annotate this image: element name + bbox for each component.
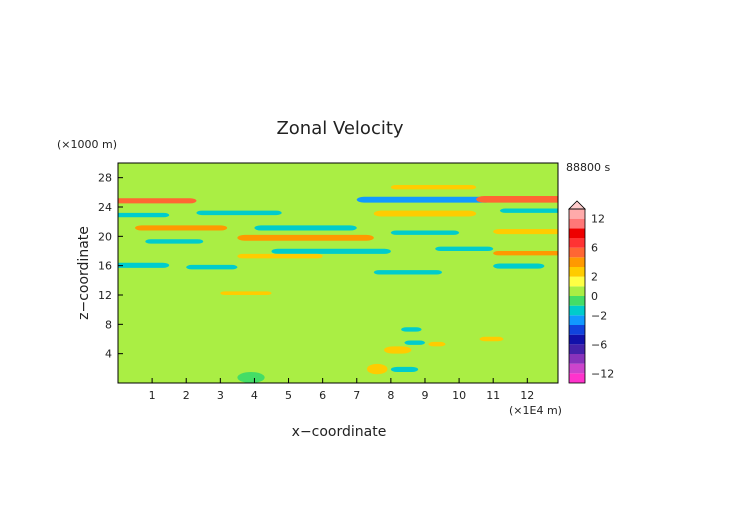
velocity-band xyxy=(479,336,504,342)
colorbar-swatch xyxy=(569,344,585,354)
colorbar-swatch xyxy=(569,257,585,267)
x-tick-label: 10 xyxy=(452,389,466,402)
velocity-band xyxy=(390,230,460,235)
velocity-band xyxy=(493,229,558,235)
x-unit-label: (×1E4 m) xyxy=(509,404,562,417)
velocity-band xyxy=(428,341,446,347)
velocity-band xyxy=(271,248,391,254)
y-tick-label: 28 xyxy=(98,172,112,185)
x-tick-label: 9 xyxy=(421,389,428,402)
x-tick-label: 3 xyxy=(217,389,224,402)
colorbar-label: 12 xyxy=(591,213,605,226)
y-tick-label: 20 xyxy=(98,230,112,243)
velocity-band xyxy=(237,372,265,383)
x-tick-label: 2 xyxy=(183,389,190,402)
x-tick-label: 4 xyxy=(251,389,258,402)
plot-area xyxy=(118,163,558,383)
velocity-band xyxy=(196,210,282,216)
colorbar: 12 6 2 0 −2 −6 −12 xyxy=(568,200,614,384)
velocity-band xyxy=(500,208,558,213)
velocity-band xyxy=(237,234,374,241)
velocity-band xyxy=(493,251,558,256)
colorbar-swatch xyxy=(569,325,585,335)
velocity-band xyxy=(476,196,558,203)
x-tick-label: 7 xyxy=(353,389,360,402)
colorbar-swatch xyxy=(569,354,585,364)
chart-title: Zonal Velocity xyxy=(276,118,403,139)
y-unit-label: (×1000 m) xyxy=(57,138,117,151)
colorbar-swatch xyxy=(569,363,585,374)
y-tick-label: 4 xyxy=(105,348,112,361)
colorbar-swatch xyxy=(569,228,585,238)
colorbar-swatch xyxy=(569,305,585,316)
velocity-band xyxy=(135,225,228,231)
colorbar-swatch xyxy=(569,218,585,229)
velocity-band xyxy=(118,212,170,218)
colorbar-label: 0 xyxy=(591,290,598,303)
velocity-band xyxy=(384,346,412,354)
x-tick-label: 1 xyxy=(149,389,156,402)
velocity-band xyxy=(237,253,323,259)
y-axis-label: z−coordinate xyxy=(76,226,92,320)
y-tick-label: 12 xyxy=(98,289,112,302)
colorbar-swatch xyxy=(569,238,585,248)
velocity-band xyxy=(373,270,443,275)
colorbar-label: −6 xyxy=(591,338,607,351)
colorbar-label: −12 xyxy=(591,367,614,380)
velocity-band xyxy=(404,340,425,345)
velocity-band xyxy=(118,198,197,204)
velocity-band xyxy=(390,366,419,372)
velocity-band xyxy=(220,291,272,295)
colorbar-swatch xyxy=(569,267,585,277)
y-tick-label: 24 xyxy=(98,201,112,214)
velocity-band xyxy=(186,264,238,270)
colorbar-swatch xyxy=(569,286,585,296)
x-axis: 1 2 3 4 5 6 7 8 9 10 11 12 xyxy=(149,378,534,402)
colorbar-swatch xyxy=(569,315,585,325)
velocity-band xyxy=(401,327,422,332)
velocity-band xyxy=(435,246,494,251)
colorbar-swatch xyxy=(569,247,585,258)
velocity-band xyxy=(493,263,545,269)
x-tick-label: 8 xyxy=(387,389,394,402)
colorbar-frame xyxy=(568,208,586,384)
plot-frame xyxy=(117,162,559,384)
x-tick-label: 6 xyxy=(319,389,326,402)
colorbar-overflow-arrow xyxy=(568,200,586,210)
x-tick-label: 5 xyxy=(285,389,292,402)
y-axis: 4 8 12 16 20 24 28 xyxy=(98,172,123,361)
velocity-band xyxy=(390,185,477,190)
x-axis-label: x−coordinate xyxy=(292,424,387,440)
y-tick-label: 8 xyxy=(105,318,112,331)
colorbar-swatch xyxy=(569,276,585,287)
y-tick-label: 16 xyxy=(98,260,112,273)
x-tick-label: 12 xyxy=(520,389,534,402)
velocity-band xyxy=(373,210,477,217)
colorbar-label: 6 xyxy=(591,242,598,255)
colorbar-label: −2 xyxy=(591,309,607,322)
velocity-band xyxy=(366,363,388,375)
velocity-band xyxy=(118,262,170,268)
colorbar-swatch xyxy=(569,296,585,306)
velocity-band xyxy=(356,196,494,203)
colorbar-swatch xyxy=(569,334,585,345)
colorbar-swatch xyxy=(569,209,585,219)
colorbar-swatch xyxy=(569,373,585,383)
velocity-band xyxy=(145,239,204,244)
x-tick-label: 11 xyxy=(486,389,500,402)
time-label: 88800 s xyxy=(566,161,610,174)
colorbar-label: 2 xyxy=(591,271,598,284)
velocity-band xyxy=(254,225,357,231)
